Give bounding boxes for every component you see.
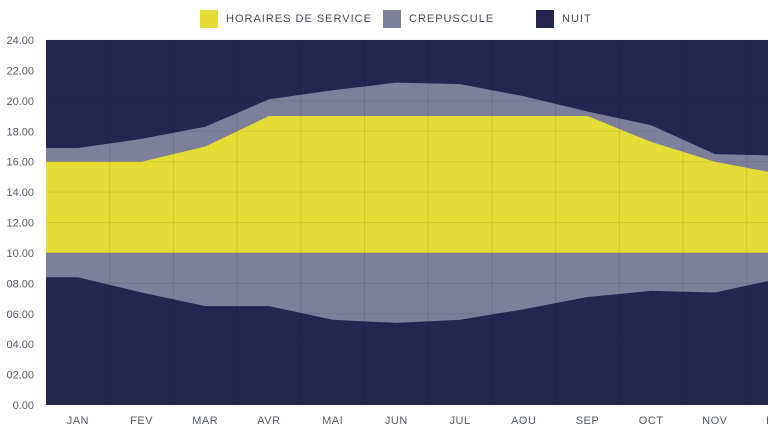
legend-swatch-twilight <box>383 10 401 28</box>
legend-item-night: NUIT <box>536 8 592 30</box>
service-area <box>46 116 768 253</box>
legend-label-service: HORAIRES DE SERVICE <box>226 13 372 25</box>
x-tick-label: MAI <box>322 415 343 427</box>
x-tick-label: FEV <box>130 415 153 427</box>
x-tick-label: NOV <box>702 415 728 427</box>
y-tick-label: 08.00 <box>6 278 34 290</box>
x-tick-label: JUL <box>450 415 471 427</box>
y-tick-label: 0.00 <box>13 400 34 412</box>
x-tick-label: AVR <box>257 415 280 427</box>
x-tick-label: SEP <box>576 415 600 427</box>
y-tick-label: 18.00 <box>6 126 34 138</box>
legend-swatch-service <box>200 10 218 28</box>
y-tick-label: 06.00 <box>6 309 34 321</box>
y-tick-label: 02.00 <box>6 370 34 382</box>
y-tick-label: 12.00 <box>6 218 34 230</box>
y-tick-label: 04.00 <box>6 339 34 351</box>
x-tick-label: DEC <box>766 415 768 427</box>
y-tick-label: 20.00 <box>6 96 34 108</box>
y-tick-label: 14.00 <box>6 187 34 199</box>
y-tick-label: 10.00 <box>6 248 34 260</box>
x-tick-label: JUN <box>385 415 408 427</box>
legend-label-twilight: CREPUSCULE <box>409 13 495 25</box>
x-tick-label: JAN <box>67 415 89 427</box>
x-tick-label: AOU <box>511 415 536 427</box>
legend: HORAIRES DE SERVICE CREPUSCULE NUIT <box>0 8 768 30</box>
y-tick-label: 16.00 <box>6 157 34 169</box>
x-tick-label: MAR <box>192 415 218 427</box>
legend-swatch-night <box>536 10 554 28</box>
legend-item-twilight: CREPUSCULE <box>383 8 494 30</box>
y-tick-label: 24.00 <box>6 35 34 47</box>
legend-label-night: NUIT <box>562 13 592 25</box>
legend-item-service: HORAIRES DE SERVICE <box>200 8 372 30</box>
x-tick-label: OCT <box>639 415 664 427</box>
y-tick-label: 22.00 <box>6 65 34 77</box>
